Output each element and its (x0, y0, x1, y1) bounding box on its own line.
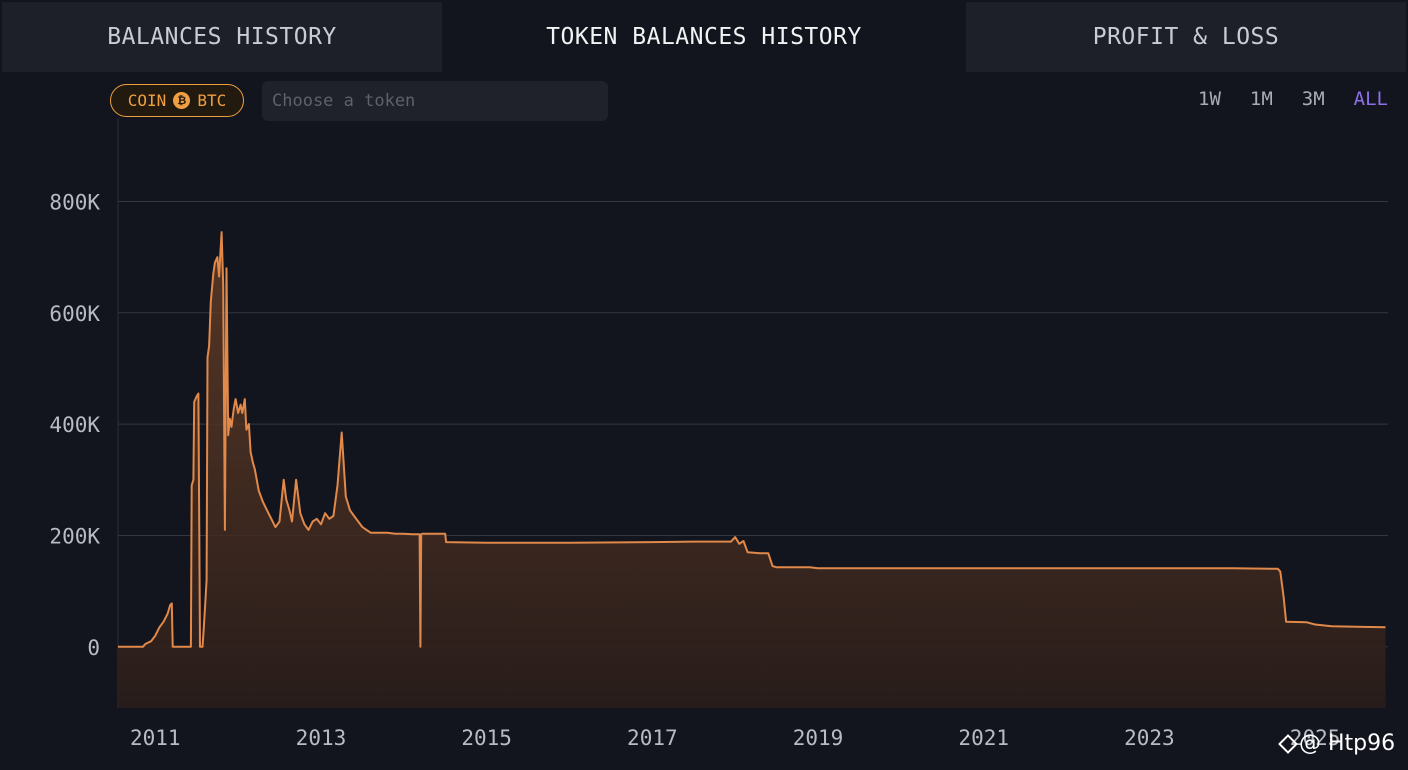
coin-filter-chip[interactable]: COIN ₿ BTC (110, 84, 244, 117)
diamond-icon (1278, 733, 1298, 754)
range-all-button[interactable]: ALL (1353, 88, 1388, 110)
x-tick-label: 2011 (130, 726, 181, 750)
balance-area (118, 232, 1386, 708)
y-tick-label: 800K (49, 190, 100, 214)
watermark-text: @ Htp96 (1299, 731, 1396, 756)
tab-token-balances-history[interactable]: TOKEN BALANCES HISTORY (442, 2, 966, 72)
range-1m-button[interactable]: 1M (1249, 88, 1273, 110)
tab-profit-loss[interactable]: PROFIT & LOSS (966, 2, 1406, 72)
y-tick-label: 0 (87, 636, 100, 660)
x-axis-ticks: 2011 2013 2015 2017 2019 2021 2023 2025 (130, 726, 1340, 750)
x-tick-label: 2017 (627, 726, 678, 750)
time-range-selector: 1W 1M 3M ALL (1198, 88, 1388, 110)
x-tick-label: 2023 (1124, 726, 1175, 750)
bitcoin-icon: ₿ (173, 92, 191, 109)
x-tick-label: 2019 (793, 726, 844, 750)
y-tick-label: 400K (49, 413, 100, 437)
token-search-input[interactable] (262, 81, 608, 121)
x-tick-label: 2015 (461, 726, 512, 750)
balance-line (118, 231, 1386, 648)
x-tick-label: 2021 (958, 726, 1009, 750)
x-tick-label: 2013 (296, 726, 347, 750)
x-tick-label: 2025 (1290, 726, 1341, 750)
y-tick-label: 200K (49, 524, 100, 548)
coin-label: COIN (127, 91, 167, 110)
y-axis-ticks: 0 200K 400K 600K 800K (49, 190, 100, 659)
watermark: @ Htp96 (1278, 731, 1396, 756)
range-3m-button[interactable]: 3M (1301, 88, 1325, 110)
range-1w-button[interactable]: 1W (1198, 88, 1221, 110)
tab-balances-history[interactable]: BALANCES HISTORY (2, 2, 442, 72)
coin-symbol: BTC (197, 91, 227, 110)
y-tick-label: 600K (49, 302, 100, 326)
tab-bar: BALANCES HISTORY TOKEN BALANCES HISTORY … (2, 2, 1406, 72)
